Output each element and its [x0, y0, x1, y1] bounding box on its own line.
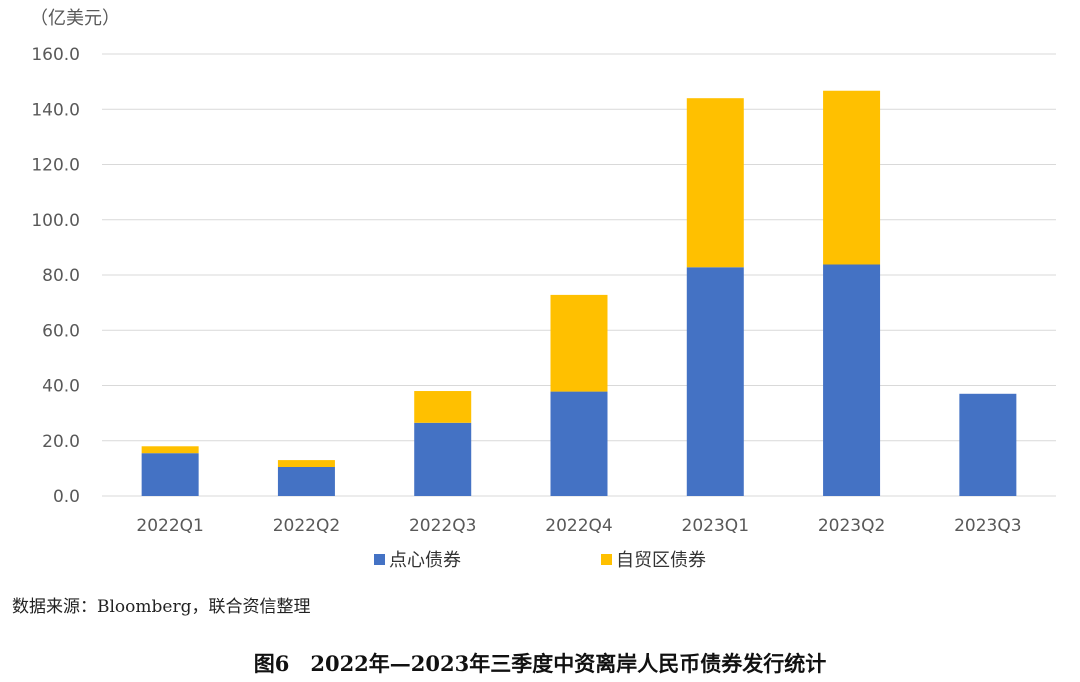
bar-segment-ziyouqu [141, 446, 199, 454]
y-axis-unit-label: （亿美元） [30, 8, 120, 29]
x-tick-label: 2022Q3 [409, 516, 476, 536]
y-tick-label: 120.0 [31, 156, 80, 176]
bar-segment-ziyouqu [414, 391, 472, 423]
bar-segment-dianxin [959, 393, 1017, 496]
legend-item-dianxin: 点心债券 [374, 546, 461, 572]
y-tick-label: 160.0 [31, 45, 80, 65]
y-axis-tick-labels: 0.0 20.0 40.0 60.0 80.0 100.0 120.0 140.0 160.0 [31, 45, 80, 507]
legend-label-dianxin: 点心债券 [389, 550, 461, 571]
bar-segment-dianxin [277, 466, 335, 496]
bar-segment-ziyouqu [823, 90, 881, 265]
x-tick-label: 2022Q1 [136, 516, 203, 536]
legend-item-ziyouqu: 自贸区债券 [601, 546, 706, 572]
x-tick-label: 2023Q3 [954, 516, 1021, 536]
legend-label-ziyouqu: 自贸区债券 [616, 550, 706, 571]
y-tick-label: 80.0 [42, 266, 80, 286]
x-axis-tick-labels: 2022Q1 2022Q2 2022Q3 2022Q4 2023Q1 2023Q2 2023… [136, 516, 1021, 536]
bar-segment-dianxin [686, 267, 744, 496]
y-tick-label: 60.0 [42, 321, 80, 341]
legend-swatch-dianxin [374, 553, 385, 565]
y-tick-label: 140.0 [31, 100, 80, 120]
legend-swatch-ziyouqu [601, 553, 612, 565]
y-tick-label: 100.0 [31, 211, 80, 231]
x-tick-label: 2023Q2 [818, 516, 885, 536]
bar-segment-dianxin [550, 391, 608, 496]
x-tick-label: 2022Q4 [545, 516, 612, 536]
data-source-note: 数据来源：Bloomberg，联合资信整理 [12, 597, 311, 617]
stacked-bar-chart: （亿美元） 0.0 20.0 40.0 60.0 80.0 100.0 120.0 140.0… [30, 8, 1056, 536]
x-tick-label: 2022Q2 [273, 516, 340, 536]
y-tick-label: 40.0 [42, 377, 80, 397]
x-tick-label: 2023Q1 [682, 516, 749, 536]
y-tick-label: 20.0 [42, 432, 80, 452]
figure-caption: 图6 2022年—2023年三季度中资离岸人民币债券发行统计 [253, 651, 827, 676]
bar-segment-ziyouqu [686, 98, 744, 268]
bar-segment-dianxin [141, 453, 199, 496]
bar-segment-ziyouqu [550, 294, 608, 392]
bar-segment-dianxin [823, 264, 881, 496]
y-tick-label: 0.0 [53, 487, 80, 507]
bars [141, 90, 1017, 496]
bar-segment-ziyouqu [277, 460, 335, 467]
gridlines [102, 53, 1056, 497]
legend: 点心债券 自贸区债券 [0, 546, 1080, 572]
bar-segment-dianxin [414, 422, 472, 496]
